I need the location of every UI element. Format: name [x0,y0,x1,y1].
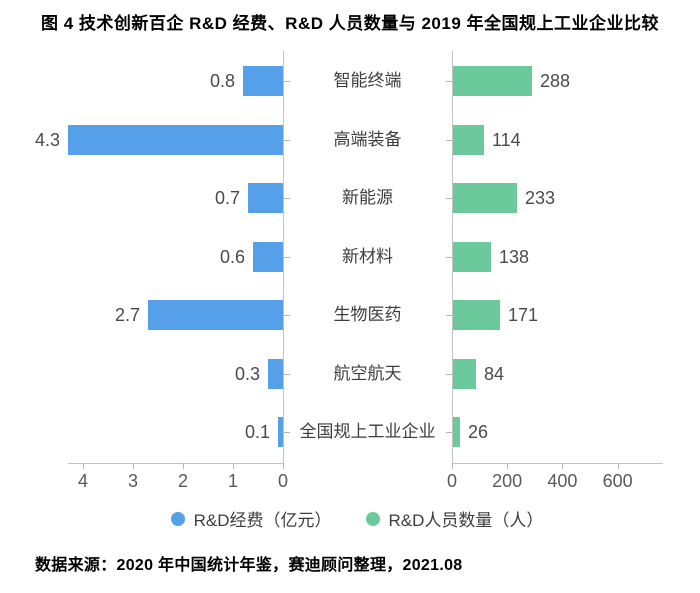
personnel-value-label: 171 [508,305,539,325]
chart-legend: R&D经费（亿元） R&D人员数量（人） [0,506,700,531]
right-category-tick [446,198,452,199]
personnel-bar [453,417,460,447]
personnel-bar [453,66,532,96]
expense-bar [268,359,283,389]
right-category-tick [446,374,452,375]
left-axis-tick [283,463,284,469]
left-category-tick [284,140,290,141]
right-axis-tick [617,463,619,469]
category-label: 新材料 [342,246,393,266]
category-label: 智能终端 [333,71,402,90]
personnel-value-label: 233 [525,188,556,208]
left-axis-tick [83,463,84,469]
expense-bar [68,125,283,155]
expense-bar [253,242,283,272]
expense-value-label: 0.8 [209,71,235,91]
personnel-value-label: 84 [484,363,505,384]
legend-item-expense: R&D经费（亿元） [170,506,332,531]
left-axis-tick-label: 4 [77,471,88,491]
right-axis-tick [507,463,509,469]
right-axis-tick [452,463,453,469]
personnel-bar [453,300,500,330]
left-category-tick [284,257,290,258]
right-axis-tick-label: 400 [547,471,578,491]
expense-bar [278,417,283,447]
right-axis-tick [562,463,564,469]
personnel-bar [453,359,476,389]
left-category-tick [284,374,290,375]
personnel-bar [453,183,517,213]
expense-value-label: 2.7 [114,305,140,325]
legend-label-personnel: R&D人员数量（人） [388,511,544,530]
expense-bar [148,300,283,330]
legend-item-personnel: R&D人员数量（人） [365,506,544,531]
expense-value-label: 0.3 [234,363,260,384]
right-category-tick [446,432,452,433]
expense-series-dot-icon [170,511,185,526]
chart-title: 图 4 技术创新百企 R&D 经费、R&D 人员数量与 2019 年全国规上工业… [41,14,659,33]
expense-value-label: 0.1 [244,422,270,442]
expense-value-label: 4.3 [34,129,60,150]
right-category-tick [446,81,452,82]
personnel-bar [453,125,484,155]
personnel-bar [453,242,491,272]
left-x-axis-line [68,463,283,464]
right-axis-tick-label: 200 [492,471,523,491]
left-axis-tick-label: 0 [277,471,288,491]
left-axis-tick [183,463,184,469]
left-category-tick [284,81,290,82]
expense-bar [243,66,283,96]
personnel-value-label: 288 [540,71,571,91]
personnel-series-dot-icon [365,511,380,526]
category-label: 全国规上工业企业 [299,422,436,441]
right-y-axis-line [452,51,453,463]
right-axis-tick-label: 600 [602,471,633,491]
legend-label-expense: R&D经费（亿元） [193,511,332,530]
left-axis-tick [233,463,234,469]
category-label: 航空航天 [333,363,402,383]
personnel-value-label: 138 [499,246,530,267]
expense-bar [248,183,283,213]
expense-value-label: 0.6 [219,246,245,267]
right-category-tick [446,315,452,316]
right-x-axis-line [452,463,663,464]
right-axis-tick-label: 0 [446,471,457,491]
right-category-tick [446,140,452,141]
left-axis-tick-label: 3 [127,471,138,491]
expense-value-label: 0.7 [214,188,240,208]
left-y-axis-line [283,51,284,463]
right-category-tick [446,257,452,258]
left-category-tick [284,198,290,199]
personnel-value-label: 26 [468,422,489,442]
personnel-value-label: 114 [492,129,521,150]
category-label: 高端装备 [333,129,402,149]
data-source-note: 数据来源：2020 年中国统计年鉴，赛迪顾问整理，2021.08 [35,557,463,574]
left-axis-tick [133,463,134,469]
left-axis-tick-label: 2 [177,471,188,491]
category-label: 生物医药 [333,305,402,324]
left-category-tick [284,315,290,316]
left-axis-tick-label: 1 [227,471,238,491]
category-label: 新能源 [342,188,393,207]
left-category-tick [284,432,290,433]
